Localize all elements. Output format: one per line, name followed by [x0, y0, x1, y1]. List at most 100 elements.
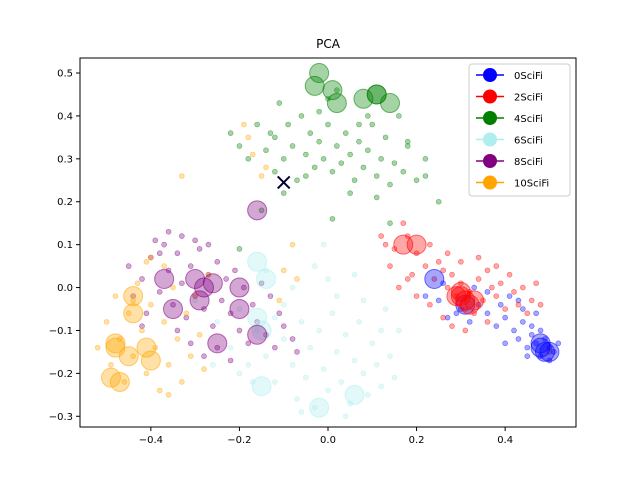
y-tick-label: 0.5 [57, 69, 73, 80]
point-4SciFi-28 [373, 173, 380, 179]
point-6SciFi-35 [320, 241, 327, 248]
point-8SciFi-20 [232, 267, 238, 274]
point-10SciFi-14 [161, 319, 167, 325]
point-8SciFi-38 [187, 340, 194, 347]
point-6SciFi-32 [387, 353, 393, 360]
point-2SciFi-41 [396, 284, 402, 291]
point-4SciFi-47 [373, 194, 380, 201]
point-0SciFi-10 [515, 336, 522, 342]
point-4SciFi-34 [400, 168, 407, 175]
centroid-6SciFi-5 [309, 397, 330, 418]
point-6SciFi-42 [360, 297, 367, 304]
point-6SciFi-37 [325, 276, 331, 282]
centroid-10SciFi-0 [123, 286, 144, 307]
x-tick-label: −0.4 [139, 435, 163, 446]
point-0SciFi-22 [555, 340, 562, 347]
centroid-8SciFi-10 [207, 333, 228, 354]
point-6SciFi-39 [289, 284, 296, 291]
point-4SciFi-7 [280, 156, 287, 162]
centroid-8SciFi-6 [229, 277, 250, 298]
point-2SciFi-47 [533, 280, 539, 287]
point-6SciFi-10 [289, 361, 296, 368]
point-2SciFi-11 [444, 284, 451, 291]
point-10SciFi-10 [143, 370, 150, 377]
chart-title: PCA [316, 37, 341, 51]
centroid-8SciFi-9 [247, 324, 268, 345]
point-6SciFi-7 [272, 314, 278, 321]
point-2SciFi-35 [444, 250, 451, 257]
point-8SciFi-47 [192, 237, 198, 244]
point-2SciFi-24 [502, 306, 508, 312]
point-6SciFi-46 [236, 370, 243, 377]
point-8SciFi-0 [125, 263, 132, 269]
point-2SciFi-43 [413, 293, 420, 299]
point-0SciFi-14 [533, 310, 539, 317]
point-8SciFi-18 [223, 276, 229, 282]
point-4SciFi-54 [329, 216, 336, 222]
point-6SciFi-13 [303, 374, 309, 381]
point-2SciFi-21 [489, 284, 495, 291]
point-4SciFi-25 [360, 164, 367, 171]
point-8SciFi-45 [227, 357, 234, 364]
point-8SciFi-22 [241, 284, 247, 291]
point-10SciFi-0 [94, 344, 101, 351]
point-2SciFi-0 [378, 233, 384, 239]
point-4SciFi-0 [227, 130, 234, 136]
point-4SciFi-4 [263, 147, 269, 154]
point-6SciFi-40 [280, 301, 287, 308]
legend-entry-6SciFi: 6SciFi [476, 132, 543, 147]
point-10SciFi-25 [148, 254, 154, 261]
points-layer [94, 63, 562, 420]
point-8SciFi-34 [143, 310, 150, 317]
point-6SciFi-31 [382, 306, 389, 312]
point-0SciFi-32 [502, 340, 508, 347]
point-2SciFi-1 [382, 241, 389, 248]
point-4SciFi-15 [316, 138, 322, 145]
centroid-6SciFi-6 [344, 384, 365, 405]
point-4SciFi-32 [391, 160, 398, 166]
series-large-4SciFi [304, 63, 400, 114]
y-tick-label: 0.2 [57, 197, 73, 208]
point-8SciFi-37 [174, 327, 181, 334]
legend-label: 8SciFi [514, 157, 543, 168]
point-2SciFi-23 [497, 280, 504, 287]
point-4SciFi-42 [334, 87, 340, 93]
point-8SciFi-6 [170, 301, 176, 308]
point-4SciFi-27 [369, 121, 376, 128]
centroid-6SciFi-0 [247, 251, 268, 272]
point-6SciFi-30 [378, 383, 384, 390]
point-0SciFi-28 [471, 284, 477, 291]
point-4SciFi-18 [329, 168, 336, 175]
legend-entry-0SciFi: 0SciFi [476, 68, 543, 82]
point-2SciFi-7 [427, 241, 433, 248]
point-10SciFi-11 [148, 301, 154, 308]
point-0SciFi-4 [466, 319, 473, 325]
point-0SciFi-8 [502, 314, 508, 321]
point-8SciFi-33 [294, 349, 300, 355]
point-2SciFi-40 [404, 276, 411, 282]
point-10SciFi-1 [103, 319, 110, 325]
point-8SciFi-40 [179, 233, 185, 239]
point-6SciFi-25 [356, 319, 362, 325]
point-6SciFi-6 [263, 353, 269, 360]
point-2SciFi-12 [449, 271, 455, 278]
point-10SciFi-34 [289, 241, 296, 248]
point-6SciFi-20 [334, 349, 340, 355]
point-10SciFi-33 [258, 173, 265, 179]
point-4SciFi-46 [387, 220, 393, 226]
point-8SciFi-30 [276, 310, 283, 317]
centroid-10SciFi-2 [105, 333, 126, 354]
point-0SciFi-11 [520, 319, 526, 325]
point-0SciFi-12 [524, 344, 531, 351]
point-4SciFi-6 [272, 168, 278, 175]
point-6SciFi-8 [272, 379, 278, 385]
point-4SciFi-49 [236, 246, 243, 252]
legend-marker [483, 111, 497, 125]
point-4SciFi-12 [303, 151, 309, 158]
point-8SciFi-15 [210, 323, 216, 329]
point-2SciFi-37 [440, 314, 446, 321]
point-6SciFi-5 [254, 327, 260, 334]
point-0SciFi-31 [515, 297, 522, 304]
point-4SciFi-3 [254, 121, 260, 128]
series-large-8SciFi [154, 200, 268, 354]
